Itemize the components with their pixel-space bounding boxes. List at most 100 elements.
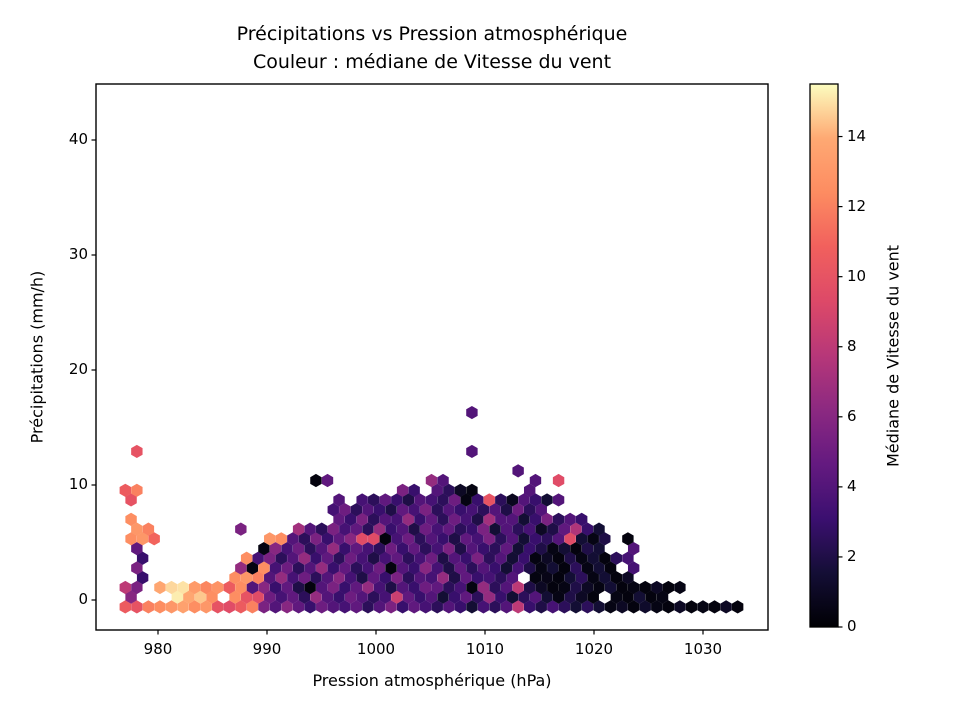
hex-cell <box>593 561 605 575</box>
hex-cell <box>229 571 241 585</box>
hex-cell <box>466 405 478 420</box>
hex-cell <box>321 571 334 585</box>
hex-cell <box>500 580 513 595</box>
hex-cell <box>373 580 386 595</box>
hex-cell <box>570 561 582 575</box>
hex-cell <box>541 493 553 507</box>
hex-cell <box>183 590 195 604</box>
hex-cell <box>437 590 449 604</box>
hex-cell <box>310 532 322 546</box>
hex-cell <box>564 590 576 604</box>
hex-cell <box>350 561 363 575</box>
hex-cell <box>483 532 495 546</box>
hex-cell <box>408 541 420 556</box>
hex-cell <box>131 522 143 536</box>
hex-cell <box>350 522 363 536</box>
hex-cell <box>552 512 565 526</box>
hex-cell <box>593 580 605 595</box>
plot-title-line1: Précipitations vs Pression atmosphérique <box>236 23 628 45</box>
hex-cell <box>500 600 513 614</box>
hex-cell <box>252 551 264 565</box>
hex-cell <box>564 532 576 546</box>
hex-cell <box>575 512 588 526</box>
hex-cell <box>269 580 282 595</box>
hex-cell <box>310 551 322 565</box>
hex-cell <box>471 590 484 604</box>
hex-cell <box>339 522 351 536</box>
hex-cell <box>460 493 472 507</box>
colorbar-tick-label: 14 <box>847 126 867 145</box>
hex-cell <box>541 571 553 585</box>
hex-cell <box>316 580 328 595</box>
hex-cell <box>304 541 316 556</box>
hex-cell <box>396 483 409 497</box>
hex-cell <box>391 571 403 585</box>
hex-cell <box>552 590 565 604</box>
hex-cell <box>136 532 149 546</box>
hex-cell <box>420 522 432 536</box>
hex-cell <box>541 590 553 604</box>
hex-cell <box>431 541 443 556</box>
hex-cell <box>246 580 259 595</box>
hex-cell <box>581 522 594 536</box>
x-tick-label: 1000 <box>356 640 396 658</box>
hex-cell <box>547 580 559 595</box>
hex-cell <box>379 590 391 604</box>
hex-cell <box>720 600 732 614</box>
hex-cell <box>131 600 143 614</box>
hex-cell <box>610 571 623 585</box>
hex-cell <box>570 600 582 614</box>
hex-cell <box>425 512 438 526</box>
hex-cell <box>287 532 299 546</box>
hex-cell <box>604 561 617 575</box>
hex-cell <box>350 541 363 556</box>
hex-cell <box>622 590 634 604</box>
hex-cell <box>425 532 438 546</box>
x-tick-label: 1010 <box>465 640 505 658</box>
hex-cell <box>431 483 443 497</box>
hex-cell <box>529 532 542 546</box>
hex-cell <box>512 541 524 556</box>
hex-cell <box>443 561 455 575</box>
hex-cell <box>443 600 455 614</box>
hex-cell <box>356 551 368 565</box>
hex-cell <box>425 551 438 565</box>
hex-cell <box>460 512 472 526</box>
hex-cell <box>564 551 576 565</box>
hex-cell <box>512 464 524 478</box>
hex-cell <box>362 600 374 614</box>
hex-cell <box>471 551 484 565</box>
hex-cell <box>310 571 322 585</box>
hex-cell <box>414 571 426 585</box>
hex-cell <box>379 551 391 565</box>
hex-cell <box>385 503 397 517</box>
hex-cell <box>489 580 501 595</box>
hex-cell <box>599 532 611 546</box>
hex-cell <box>414 590 426 604</box>
hex-cell <box>477 561 490 575</box>
hex-cell <box>425 493 438 507</box>
hex-cell <box>362 580 374 595</box>
hex-cell <box>391 512 403 526</box>
hex-cell <box>408 600 420 614</box>
hex-cell <box>535 580 547 595</box>
hex-cell <box>356 493 368 507</box>
hex-cell <box>396 561 409 575</box>
hex-cell <box>316 600 328 614</box>
hex-cell <box>327 600 339 614</box>
hex-cell <box>356 532 368 546</box>
hex-cell <box>385 522 397 536</box>
colorbar-tick-label: 0 <box>847 617 857 635</box>
hex-cell <box>119 483 131 497</box>
hex-cell <box>298 590 311 604</box>
hex-cell <box>529 473 542 488</box>
hex-cell <box>552 551 565 565</box>
hex-cell <box>587 532 599 546</box>
hex-cell <box>460 590 472 604</box>
hex-cell <box>402 590 415 604</box>
hex-cell <box>339 561 351 575</box>
hex-cell <box>414 493 426 507</box>
hex-cell <box>373 503 386 517</box>
hex-cell <box>454 561 467 575</box>
hex-cell <box>443 580 455 595</box>
